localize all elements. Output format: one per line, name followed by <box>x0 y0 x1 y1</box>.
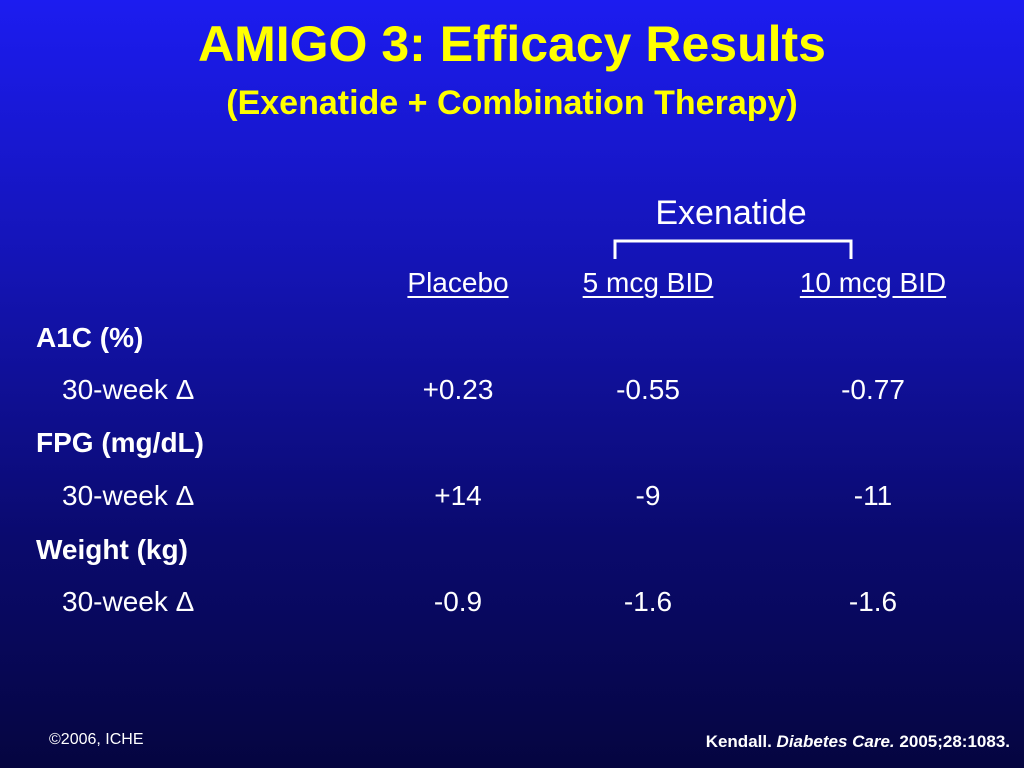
row-category-fpg: FPG (mg/dL) <box>36 427 204 458</box>
row-category-weight: Weight (kg) <box>36 534 188 565</box>
cell-fpg-10mcg: -11 <box>853 480 893 511</box>
cell-weight-placebo: -0.9 <box>433 586 483 617</box>
cell-a1c-5mcg: -0.55 <box>616 374 680 405</box>
citation: Kendall. Diabetes Care. 2005;28:1083. <box>706 731 1010 753</box>
cell-a1c-10mcg: -0.77 <box>841 374 905 405</box>
cell-weight-5mcg: -1.6 <box>623 586 673 617</box>
row-category-a1c: A1C (%) <box>36 322 144 353</box>
copyright-notice: ©2006, ICHE <box>49 731 144 748</box>
citation-reference: 2005;28:1083. <box>899 732 1010 751</box>
citation-journal: Diabetes Care. <box>776 732 895 751</box>
exenatide-group-header: Exenatide <box>655 194 807 232</box>
column-header-placebo: Placebo <box>407 267 509 298</box>
row-label-fpg-30week: 30-week Δ <box>62 480 195 511</box>
cell-a1c-placebo: +0.23 <box>422 374 494 405</box>
slide-title: AMIGO 3: Efficacy Results <box>198 16 826 72</box>
column-header-10mcg: 10 mcg BID <box>799 267 947 298</box>
row-label-weight-30week: 30-week Δ <box>62 586 195 617</box>
column-header-5mcg: 5 mcg BID <box>582 267 714 298</box>
cell-fpg-5mcg: -9 <box>635 480 661 511</box>
cell-weight-10mcg: -1.6 <box>848 586 898 617</box>
citation-author: Kendall. <box>705 732 772 751</box>
slide-subtitle: (Exenatide + Combination Therapy) <box>226 84 798 122</box>
cell-fpg-placebo: +14 <box>434 480 482 511</box>
exenatide-bracket <box>613 239 853 259</box>
row-label-a1c-30week: 30-week Δ <box>62 374 195 405</box>
